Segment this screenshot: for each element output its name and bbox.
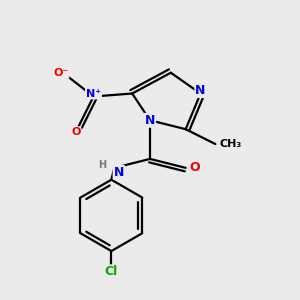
Text: H: H [98,160,106,170]
Text: O: O [71,127,80,137]
Text: CH₃: CH₃ [219,139,242,149]
Text: O: O [189,161,200,174]
Text: O⁻: O⁻ [53,68,68,78]
Text: N: N [195,84,206,97]
Text: N: N [145,114,155,127]
Text: Cl: Cl [105,266,118,278]
Text: N⁺: N⁺ [86,88,101,98]
Text: N: N [114,166,124,179]
